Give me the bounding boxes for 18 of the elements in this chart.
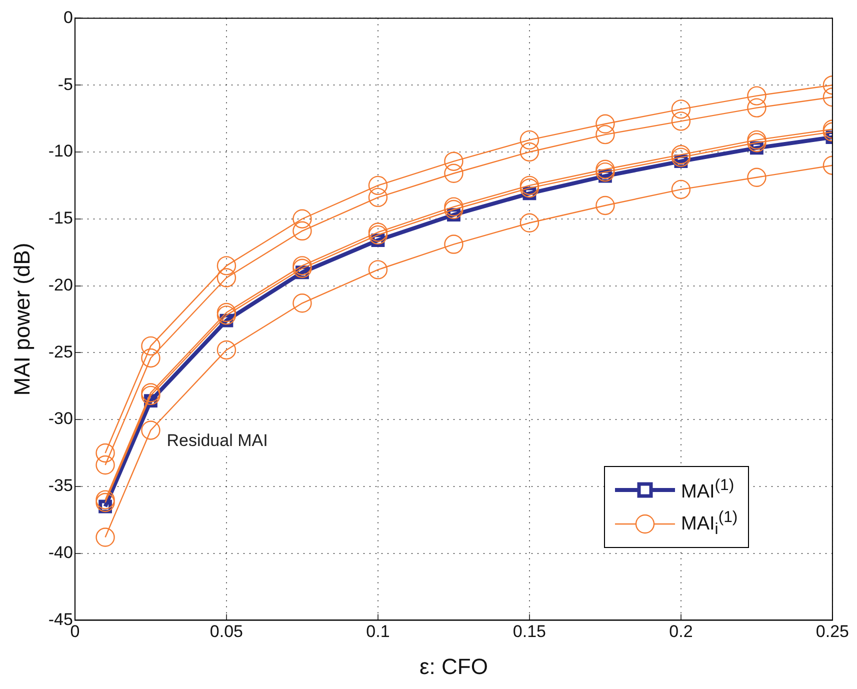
annotation: Residual MAI (166, 430, 268, 450)
x-tick-label: 0.15 (512, 622, 546, 642)
y-tick-label: -40 (48, 543, 73, 562)
y-tick-label: -30 (48, 409, 73, 428)
y-tick-label: -10 (48, 142, 73, 161)
x-tick-label: 0.25 (816, 622, 850, 642)
y-tick-label: -5 (58, 74, 73, 94)
y-tick-label: -35 (48, 476, 73, 496)
x-tick-label: 0.2 (669, 622, 693, 642)
y-tick-label: -25 (48, 342, 73, 362)
y-tick-label: -20 (48, 275, 73, 294)
x-axis-title: ε: CFO (419, 654, 488, 679)
y-tick-label: 0 (64, 8, 73, 27)
x-tick-label: 0.1 (366, 622, 390, 642)
legend-label: MAI$^{(1)}$ (681, 476, 734, 504)
y-axis-title: MAI power (dB) (9, 242, 34, 396)
x-tick-label: 0.05 (210, 622, 244, 642)
y-tick-label: -15 (48, 208, 73, 228)
